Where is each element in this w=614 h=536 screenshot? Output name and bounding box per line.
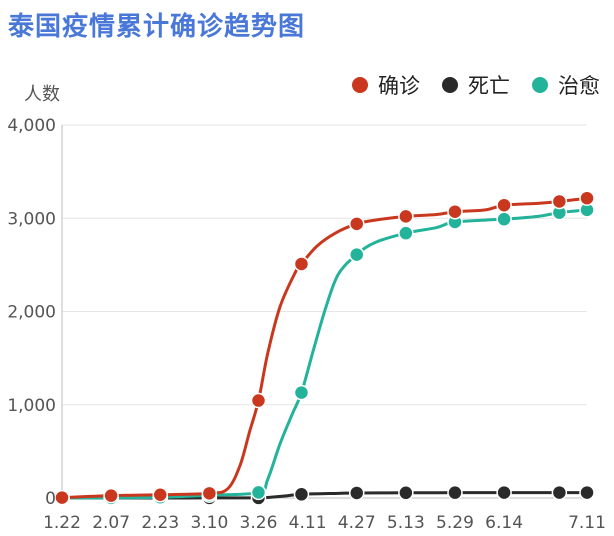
data-point-deaths[interactable] xyxy=(447,484,463,501)
x-tick-label: 4.11 xyxy=(289,513,327,533)
x-tick-label: 4.27 xyxy=(338,513,376,533)
y-tick-label: 4,000 xyxy=(7,116,56,136)
marker-layer xyxy=(54,190,595,506)
x-tick-label: 1.22 xyxy=(43,513,81,533)
data-point-confirmed[interactable] xyxy=(579,190,595,206)
data-point-confirmed[interactable] xyxy=(348,216,365,232)
data-point-recovered[interactable] xyxy=(398,225,414,241)
series-line-confirmed xyxy=(60,196,589,500)
legend-deaths-dot-icon xyxy=(442,77,458,93)
legend-item-recovered[interactable]: 治愈 xyxy=(532,70,600,100)
x-tick-label: 5.13 xyxy=(387,513,425,533)
y-tick-label: 0 xyxy=(45,489,56,509)
data-point-recovered[interactable] xyxy=(348,246,365,263)
y-axis-unit-label: 人数 xyxy=(24,84,60,105)
y-tick-label: 2,000 xyxy=(7,303,56,323)
x-tick-label: 2.23 xyxy=(141,513,179,533)
data-point-recovered[interactable] xyxy=(496,211,512,227)
legend-item-confirmed[interactable]: 确诊 xyxy=(352,70,420,100)
data-point-confirmed[interactable] xyxy=(250,392,267,409)
legend-item-deaths[interactable]: 死亡 xyxy=(442,70,510,100)
x-tick-label: 3.10 xyxy=(190,513,228,533)
legend-recovered-dot-icon xyxy=(532,77,548,93)
data-point-deaths[interactable] xyxy=(579,484,595,501)
data-point-confirmed[interactable] xyxy=(398,208,414,225)
legend-confirmed-label: 确诊 xyxy=(378,74,420,98)
data-point-confirmed[interactable] xyxy=(201,485,218,502)
data-point-deaths[interactable] xyxy=(496,484,512,501)
data-point-confirmed[interactable] xyxy=(293,256,310,272)
y-tick-label: 3,000 xyxy=(7,209,56,229)
data-point-deaths[interactable] xyxy=(293,486,310,503)
data-point-confirmed[interactable] xyxy=(152,486,168,503)
x-tick-label: 7.11 xyxy=(568,513,606,533)
legend: 确诊 死亡 治愈 xyxy=(352,70,600,100)
y-tick-label: 1,000 xyxy=(7,396,56,416)
data-point-recovered[interactable] xyxy=(293,384,310,401)
x-tick-label: 2.07 xyxy=(92,513,130,533)
legend-recovered-label: 治愈 xyxy=(558,74,600,98)
series-line-recovered xyxy=(60,208,589,500)
data-point-confirmed[interactable] xyxy=(496,197,512,213)
data-point-confirmed[interactable] xyxy=(447,203,463,220)
data-point-deaths[interactable] xyxy=(348,485,365,501)
x-tick-label: 3.26 xyxy=(240,513,278,533)
data-point-confirmed[interactable] xyxy=(54,489,70,506)
x-tick-label: 6.14 xyxy=(485,513,523,533)
tick-label-layer: 0 1,000 2,000 3,000 4,000 1.22 2.07 2.23 3.10 3.2… xyxy=(7,116,606,533)
x-tick-label: 5.29 xyxy=(436,513,474,533)
legend-deaths-label: 死亡 xyxy=(468,74,510,98)
data-point-confirmed[interactable] xyxy=(103,487,119,504)
data-point-recovered[interactable] xyxy=(250,484,267,501)
legend-confirmed-dot-icon xyxy=(352,77,368,93)
series-layer xyxy=(60,196,589,500)
data-point-confirmed[interactable] xyxy=(551,193,568,210)
data-point-deaths[interactable] xyxy=(551,484,568,501)
data-point-deaths[interactable] xyxy=(398,485,414,501)
chart-title: 泰国疫情累计确诊趋势图 xyxy=(8,12,306,42)
